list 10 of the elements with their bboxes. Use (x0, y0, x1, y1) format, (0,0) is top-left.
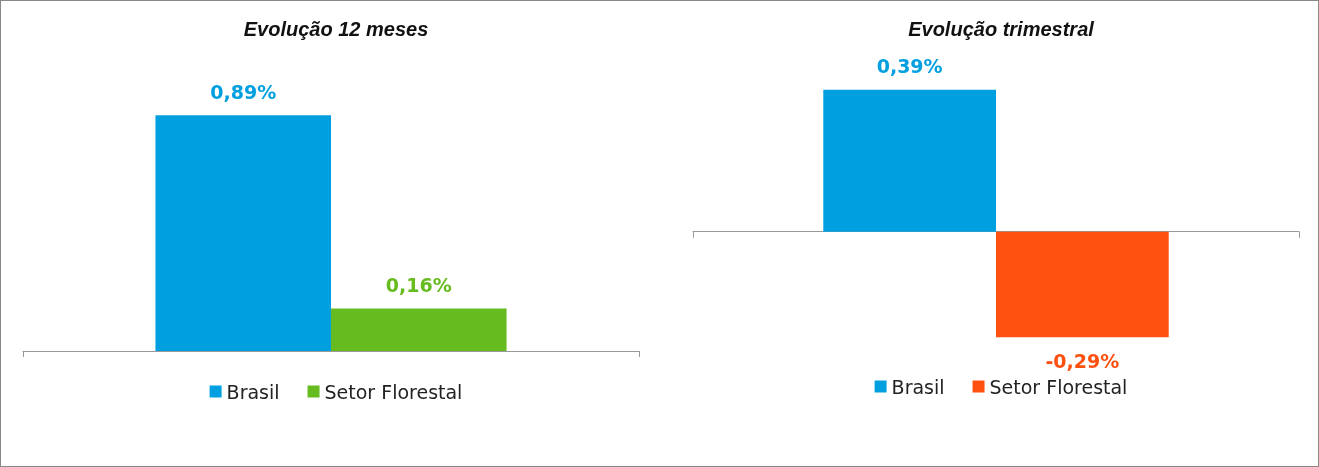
chart-title: Evolução trimestral (908, 18, 1095, 40)
legend-label: Setor Florestal (324, 380, 463, 403)
legend-label: Brasil (891, 375, 945, 398)
data-label: 0,39% (876, 55, 943, 78)
data-label: 0,16% (385, 274, 452, 297)
data-label: 0,89% (210, 80, 277, 103)
data-label: -0,29% (1045, 349, 1120, 372)
chart-title: Evolução 12 meses (243, 18, 429, 40)
legend-label: Brasil (226, 380, 280, 403)
legend-label: Setor Florestal (989, 375, 1128, 398)
